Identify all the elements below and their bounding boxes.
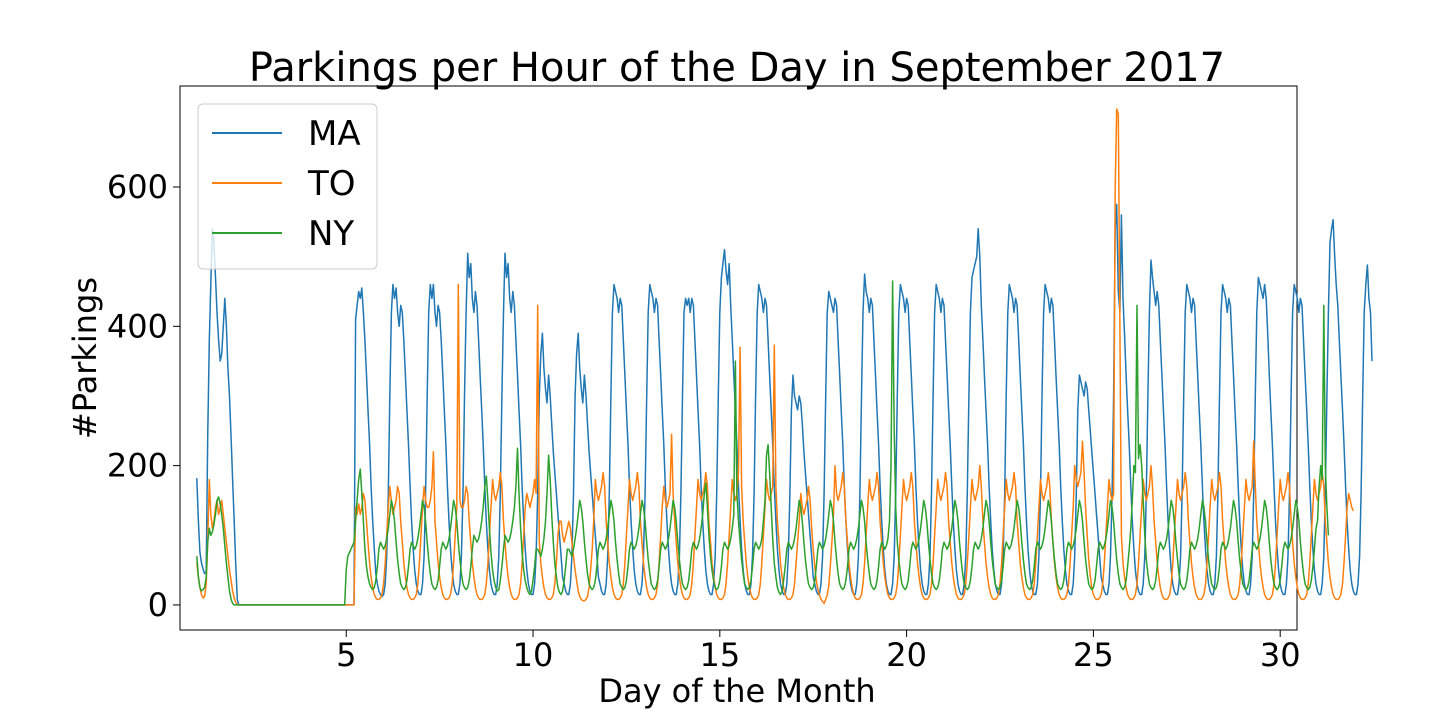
x-axis-ticks: 5 10 15 20 25 30 (336, 630, 1301, 674)
series-layer (196, 108, 1373, 606)
series-line-ma (196, 203, 1373, 606)
y-axis-ticks: 0 200 400 600 (107, 168, 180, 624)
legend-label-ma: MA (308, 114, 361, 154)
series-line-ny (196, 280, 1330, 606)
legend: MA TO NY (197, 103, 378, 270)
x-tick-label: 20 (886, 636, 927, 674)
x-tick-label: 30 (1260, 636, 1301, 674)
series-line-to (196, 108, 1354, 606)
plot-area: 5 10 15 20 25 30 0 200 400 600 (107, 85, 1373, 674)
legend-label-to: TO (307, 164, 356, 204)
y-axis-label: #Parkings (66, 277, 104, 439)
y-tick-label: 600 (107, 168, 168, 206)
axes-frame (179, 85, 1298, 631)
x-tick-label: 25 (1073, 636, 1114, 674)
chart-title: Parkings per Hour of the Day in Septembe… (249, 45, 1225, 91)
x-tick-label: 5 (336, 636, 356, 674)
y-tick-label: 200 (107, 447, 168, 485)
x-tick-label: 15 (699, 636, 740, 674)
y-tick-label: 0 (148, 586, 168, 624)
x-tick-label: 10 (513, 636, 554, 674)
legend-label-ny: NY (308, 214, 354, 254)
y-tick-label: 400 (107, 307, 168, 345)
x-axis-label: Day of the Month (598, 672, 875, 710)
legend-box (197, 103, 378, 270)
